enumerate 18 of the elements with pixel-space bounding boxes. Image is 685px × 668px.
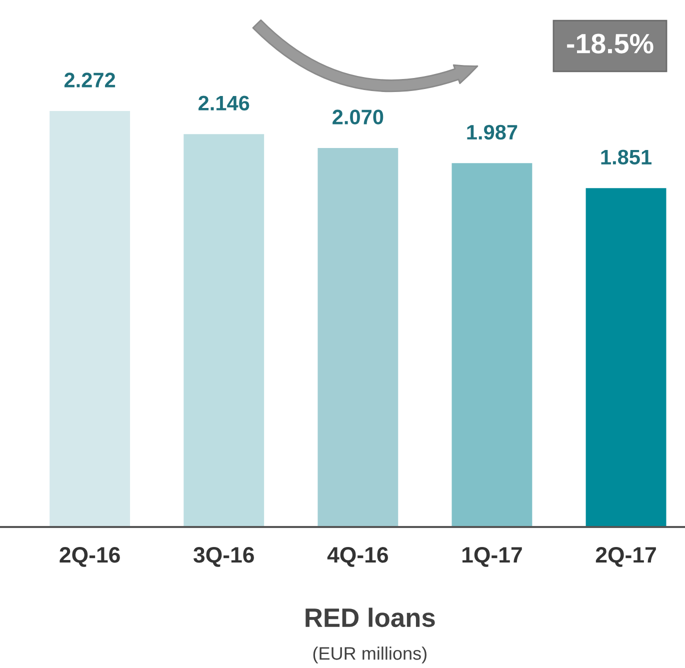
data-label: 2.272 bbox=[64, 72, 116, 88]
bar bbox=[586, 188, 666, 527]
bar bbox=[50, 111, 130, 527]
x-tick-label: 1Q-17 bbox=[462, 547, 522, 567]
bar bbox=[184, 134, 264, 527]
data-label: 2.070 bbox=[332, 110, 384, 124]
text: RED loans bbox=[306, 608, 435, 628]
data-label: 2.146 bbox=[198, 96, 250, 111]
data-label: 1.987 bbox=[467, 124, 518, 140]
bar bbox=[318, 148, 398, 527]
text: (EUR millions) bbox=[313, 646, 426, 664]
x-tick-label: 4Q-16 bbox=[327, 547, 388, 567]
x-tick-label: 2Q-17 bbox=[596, 547, 656, 567]
bar bbox=[452, 163, 532, 527]
data-label: 1.851 bbox=[601, 150, 652, 165]
text: -18.5% bbox=[567, 34, 654, 54]
x-tick-label: 3Q-16 bbox=[193, 547, 254, 567]
x-tick-label: 2Q-16 bbox=[60, 547, 120, 567]
